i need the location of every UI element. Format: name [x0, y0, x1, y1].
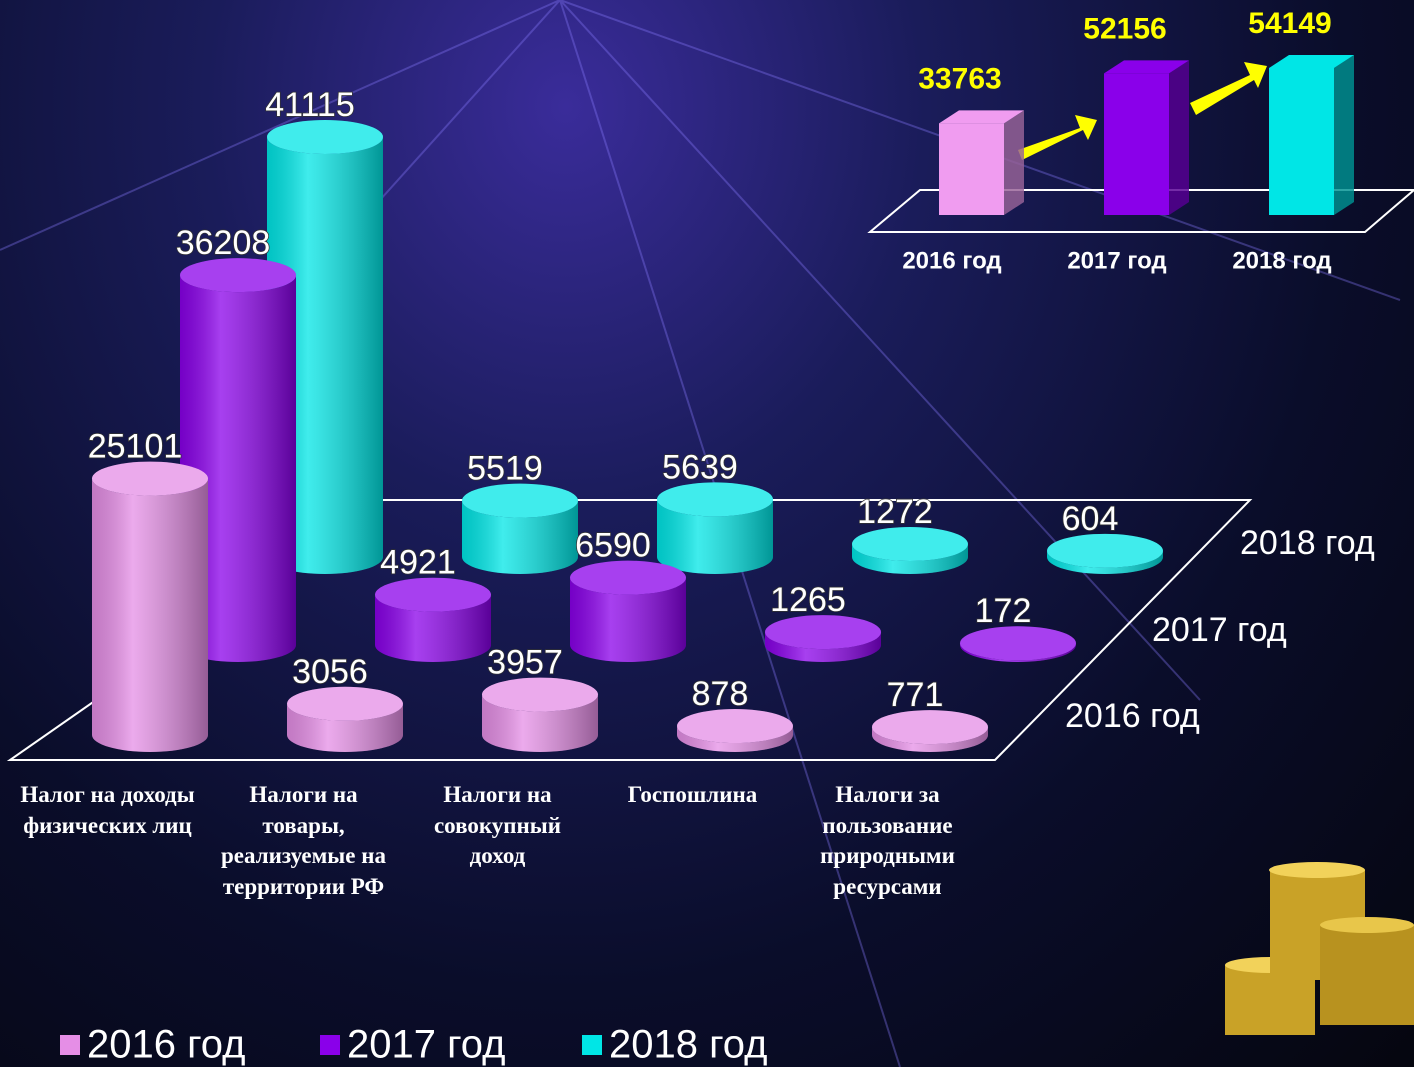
depth-label: 2016 год	[1065, 697, 1200, 735]
coins	[1225, 862, 1414, 1035]
value-label: 25101	[88, 428, 183, 466]
value-label: 6590	[575, 527, 651, 565]
cylinder-top-light	[267, 120, 383, 154]
bar	[1104, 73, 1169, 215]
legend-label: 2016 год	[87, 1023, 246, 1067]
legend-label: 2018 год	[609, 1023, 768, 1067]
cylinder-top-light	[482, 678, 598, 712]
value-label: 54149	[1248, 7, 1331, 40]
value-label: 1265	[770, 581, 846, 619]
legend-swatch	[60, 1035, 80, 1055]
value-label: 5639	[662, 448, 738, 486]
cylinder-top-light	[872, 710, 988, 744]
cylinder-top-light	[180, 258, 296, 292]
bar	[939, 123, 1004, 215]
value-label: 41115	[265, 86, 355, 124]
value-label: 33763	[918, 62, 1001, 95]
arrow	[1190, 62, 1267, 115]
cylinder-top-light	[570, 561, 686, 595]
cylinder-top-light	[677, 709, 793, 743]
cylinder-shade	[92, 479, 208, 752]
category-label: Налоги на совокупный доход	[410, 780, 585, 872]
bar	[1269, 68, 1334, 215]
slide: 41115 5519 5639 1272 604 36208 4921 6590 1265 172…	[0, 0, 1414, 1067]
category-label: Налоги за пользование природными ресурса…	[800, 780, 975, 902]
cylinder-top-light	[852, 527, 968, 561]
bar-side-dark	[1334, 55, 1354, 215]
cylinder-top-light	[960, 626, 1076, 660]
value-label: 4921	[380, 544, 456, 582]
value-label: 878	[692, 675, 749, 713]
x-tick-label: 2018 год	[1232, 247, 1331, 274]
depth-label: 2018 год	[1240, 524, 1375, 562]
value-label: 172	[975, 592, 1032, 630]
category-label: Налоги на товары, реализуемые на террито…	[216, 780, 391, 902]
legend-swatch	[320, 1035, 340, 1055]
cylinder-top-light	[1047, 534, 1163, 568]
cylinder-top-light	[462, 484, 578, 518]
x-tick-label: 2017 год	[1067, 247, 1166, 274]
arrow	[1018, 115, 1097, 160]
value-label: 771	[887, 676, 944, 714]
category-label: Госпошлина	[605, 780, 780, 811]
legend-label: 2017 год	[347, 1023, 506, 1067]
value-label: 3056	[292, 653, 368, 691]
cylinder-top-light	[375, 578, 491, 612]
value-label: 3957	[487, 644, 563, 682]
cylinder-top-light	[657, 482, 773, 516]
bar-side-dark	[1004, 110, 1024, 215]
value-label: 5519	[467, 450, 543, 488]
chart: 41115 5519 5639 1272 604 36208 4921 6590 1265 172…	[0, 0, 1414, 1067]
value-label: 36208	[176, 224, 271, 262]
x-tick-label: 2016 год	[902, 247, 1001, 274]
category-label: Налог на доходы физических лиц	[20, 780, 195, 841]
depth-label: 2017 год	[1152, 611, 1287, 649]
cylinder-top-light	[765, 615, 881, 649]
legend-swatch	[582, 1035, 602, 1055]
bar-side-dark	[1169, 60, 1189, 215]
cylinder-top-light	[92, 462, 208, 496]
value-label: 604	[1062, 500, 1119, 538]
cylinder-top-light	[287, 687, 403, 721]
value-label: 52156	[1083, 12, 1166, 45]
value-label: 1272	[857, 493, 933, 531]
